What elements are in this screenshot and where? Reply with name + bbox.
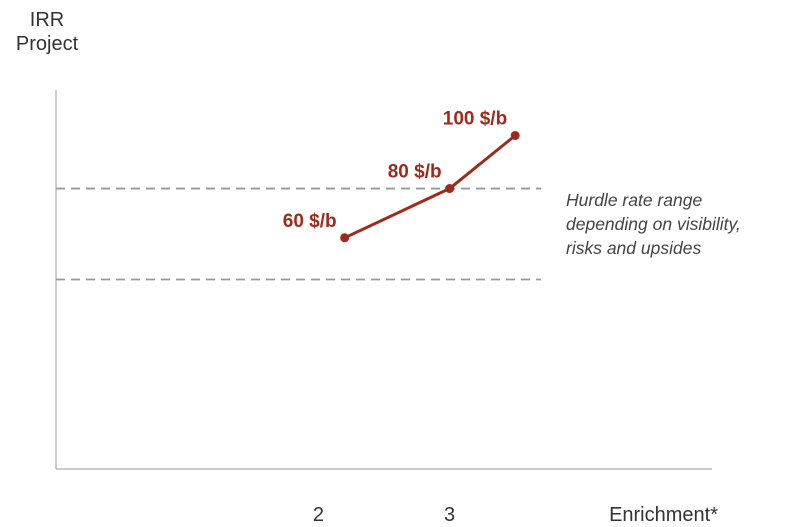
- series-group: 60 $/b 80 $/b 100 $/b: [283, 108, 520, 243]
- data-label-3: 100 $/b: [443, 108, 507, 129]
- x-axis-label: Enrichment*: [609, 504, 718, 526]
- data-point-2: [445, 184, 455, 194]
- hurdle-rate-lines: [56, 187, 541, 281]
- annotation-line-1: Hurdle rate range: [566, 190, 703, 210]
- x-tick-label-1: 2: [313, 504, 324, 526]
- x-tick-label-2: 3: [444, 504, 455, 526]
- hurdle-rate-annotation: Hurdle rate range depending on visibilit…: [566, 188, 802, 260]
- y-axis-label: IRR Project: [8, 8, 86, 56]
- y-axis-label-line-1: IRR: [29, 9, 65, 31]
- annotation-line-3: risks and upsides: [566, 238, 702, 258]
- data-point-3: [510, 130, 520, 140]
- data-point-1: [340, 233, 350, 243]
- data-label-1: 60 $/b: [283, 211, 337, 232]
- annotation-line-2: depending on visibility,: [566, 214, 741, 234]
- data-label-2: 80 $/b: [388, 162, 442, 183]
- x-tick-labels: 2 3 Enrichment*: [313, 504, 718, 526]
- y-axis-label-line-2: Project: [15, 33, 79, 55]
- series-line: [343, 133, 517, 240]
